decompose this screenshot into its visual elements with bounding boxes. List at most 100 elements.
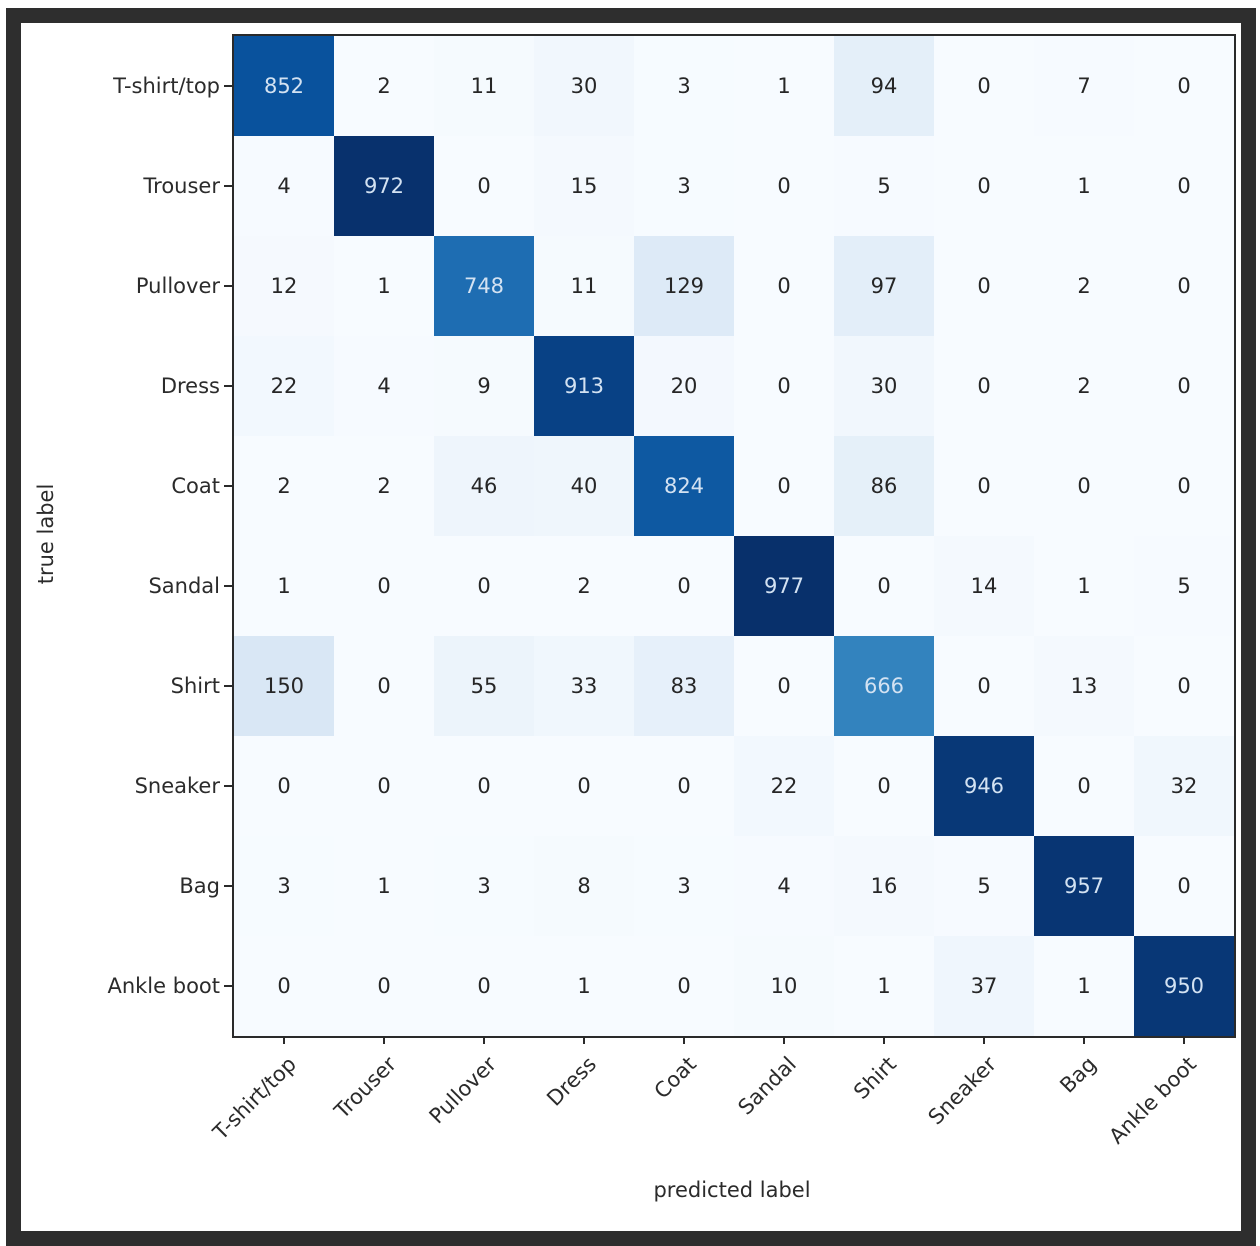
matrix-cell: 0 <box>1034 736 1134 836</box>
matrix-cell: 1 <box>334 836 434 936</box>
matrix-cell: 33 <box>534 636 634 736</box>
matrix-cell: 13 <box>1034 636 1134 736</box>
matrix-cell: 55 <box>434 636 534 736</box>
matrix-cell: 30 <box>534 36 634 136</box>
matrix-cell: 0 <box>734 436 834 536</box>
matrix-cell: 5 <box>934 836 1034 936</box>
matrix-cell: 824 <box>634 436 734 536</box>
matrix-cell: 2 <box>1034 236 1134 336</box>
matrix-cell: 5 <box>834 136 934 236</box>
matrix-cell: 3 <box>234 836 334 936</box>
matrix-cell: 0 <box>934 636 1034 736</box>
matrix-cell: 0 <box>1134 136 1234 236</box>
matrix-cell: 4 <box>734 836 834 936</box>
matrix-cell: 1 <box>534 936 634 1036</box>
matrix-cell: 0 <box>734 336 834 436</box>
matrix-cell: 0 <box>1134 836 1234 936</box>
x-tick-mark <box>783 1036 785 1044</box>
matrix-cell: 46 <box>434 436 534 536</box>
matrix-cell: 22 <box>734 736 834 836</box>
x-tick-mark <box>683 1036 685 1044</box>
y-axis-tick-labels: T-shirt/top Trouser Pullover Dress Coat Sanda… <box>0 36 220 1036</box>
y-tick-mark <box>224 85 232 87</box>
matrix-cell: 0 <box>734 136 834 236</box>
matrix-cell: 0 <box>634 936 734 1036</box>
matrix-cell: 40 <box>534 436 634 536</box>
matrix-cell: 0 <box>934 236 1034 336</box>
matrix-cell: 0 <box>934 36 1034 136</box>
y-tick-mark <box>224 785 232 787</box>
matrix-cell: 3 <box>634 36 734 136</box>
matrix-cell: 0 <box>334 736 434 836</box>
matrix-cell: 0 <box>634 736 734 836</box>
matrix-cell: 8 <box>534 836 634 936</box>
matrix-cell: 83 <box>634 636 734 736</box>
matrix-cell: 0 <box>934 336 1034 436</box>
matrix-cell: 0 <box>1134 36 1234 136</box>
x-tick-mark <box>883 1036 885 1044</box>
matrix-cell: 0 <box>834 536 934 636</box>
matrix-cell: 9 <box>434 336 534 436</box>
matrix-cell: 4 <box>334 336 434 436</box>
y-tick-mark <box>224 685 232 687</box>
matrix-cell: 4 <box>234 136 334 236</box>
y-tick-label: Ankle boot <box>107 974 220 998</box>
matrix-cell: 3 <box>634 836 734 936</box>
confusion-matrix-heatmap: 852 2 11 30 3 1 94 0 7 0 4 972 0 15 3 0 5 0 1 0 12 1 748 11 129 0… <box>232 34 1236 1038</box>
matrix-cell: 0 <box>1134 236 1234 336</box>
matrix-cell: 0 <box>434 736 534 836</box>
x-tick-mark <box>983 1036 985 1044</box>
matrix-cell: 0 <box>1134 636 1234 736</box>
matrix-cell: 0 <box>334 636 434 736</box>
y-tick-mark <box>224 585 232 587</box>
matrix-cell: 0 <box>934 136 1034 236</box>
y-axis-title: true label <box>34 483 58 585</box>
matrix-cell: 852 <box>234 36 334 136</box>
matrix-cell: 977 <box>734 536 834 636</box>
x-tick-mark <box>483 1036 485 1044</box>
y-tick-mark <box>224 385 232 387</box>
matrix-cell: 2 <box>334 36 434 136</box>
matrix-cell: 1 <box>734 36 834 136</box>
matrix-cell: 0 <box>1134 336 1234 436</box>
matrix-cell: 30 <box>834 336 934 436</box>
x-tick-mark <box>283 1036 285 1044</box>
y-tick-mark <box>224 985 232 987</box>
matrix-cell: 20 <box>634 336 734 436</box>
matrix-cell: 3 <box>634 136 734 236</box>
matrix-cell: 32 <box>1134 736 1234 836</box>
matrix-cell: 0 <box>934 436 1034 536</box>
matrix-cell: 12 <box>234 236 334 336</box>
matrix-cell: 748 <box>434 236 534 336</box>
matrix-cell: 1 <box>1034 136 1134 236</box>
matrix-cell: 957 <box>1034 836 1134 936</box>
matrix-cell: 1 <box>1034 536 1134 636</box>
matrix-cell: 0 <box>234 736 334 836</box>
matrix-cell: 150 <box>234 636 334 736</box>
matrix-cell: 37 <box>934 936 1034 1036</box>
matrix-cell: 0 <box>834 736 934 836</box>
y-tick-label: Trouser <box>143 174 220 198</box>
matrix-cell: 950 <box>1134 936 1234 1036</box>
matrix-cell: 129 <box>634 236 734 336</box>
matrix-cell: 972 <box>334 136 434 236</box>
matrix-cell: 14 <box>934 536 1034 636</box>
y-tick-label: Bag <box>179 874 220 898</box>
matrix-cell: 0 <box>434 536 534 636</box>
matrix-cell: 0 <box>734 236 834 336</box>
matrix-cell: 0 <box>634 536 734 636</box>
x-tick-mark <box>383 1036 385 1044</box>
y-tick-mark <box>224 285 232 287</box>
y-tick-label: Sneaker <box>134 774 220 798</box>
y-tick-label: Shirt <box>170 674 220 698</box>
x-tick-mark <box>1183 1036 1185 1044</box>
y-tick-label: Dress <box>160 374 220 398</box>
matrix-cell: 5 <box>1134 536 1234 636</box>
matrix-cell: 946 <box>934 736 1034 836</box>
matrix-cell: 2 <box>534 536 634 636</box>
matrix-cell: 0 <box>334 936 434 1036</box>
matrix-cell: 7 <box>1034 36 1134 136</box>
matrix-cell: 86 <box>834 436 934 536</box>
matrix-cell: 94 <box>834 36 934 136</box>
matrix-cell: 10 <box>734 936 834 1036</box>
